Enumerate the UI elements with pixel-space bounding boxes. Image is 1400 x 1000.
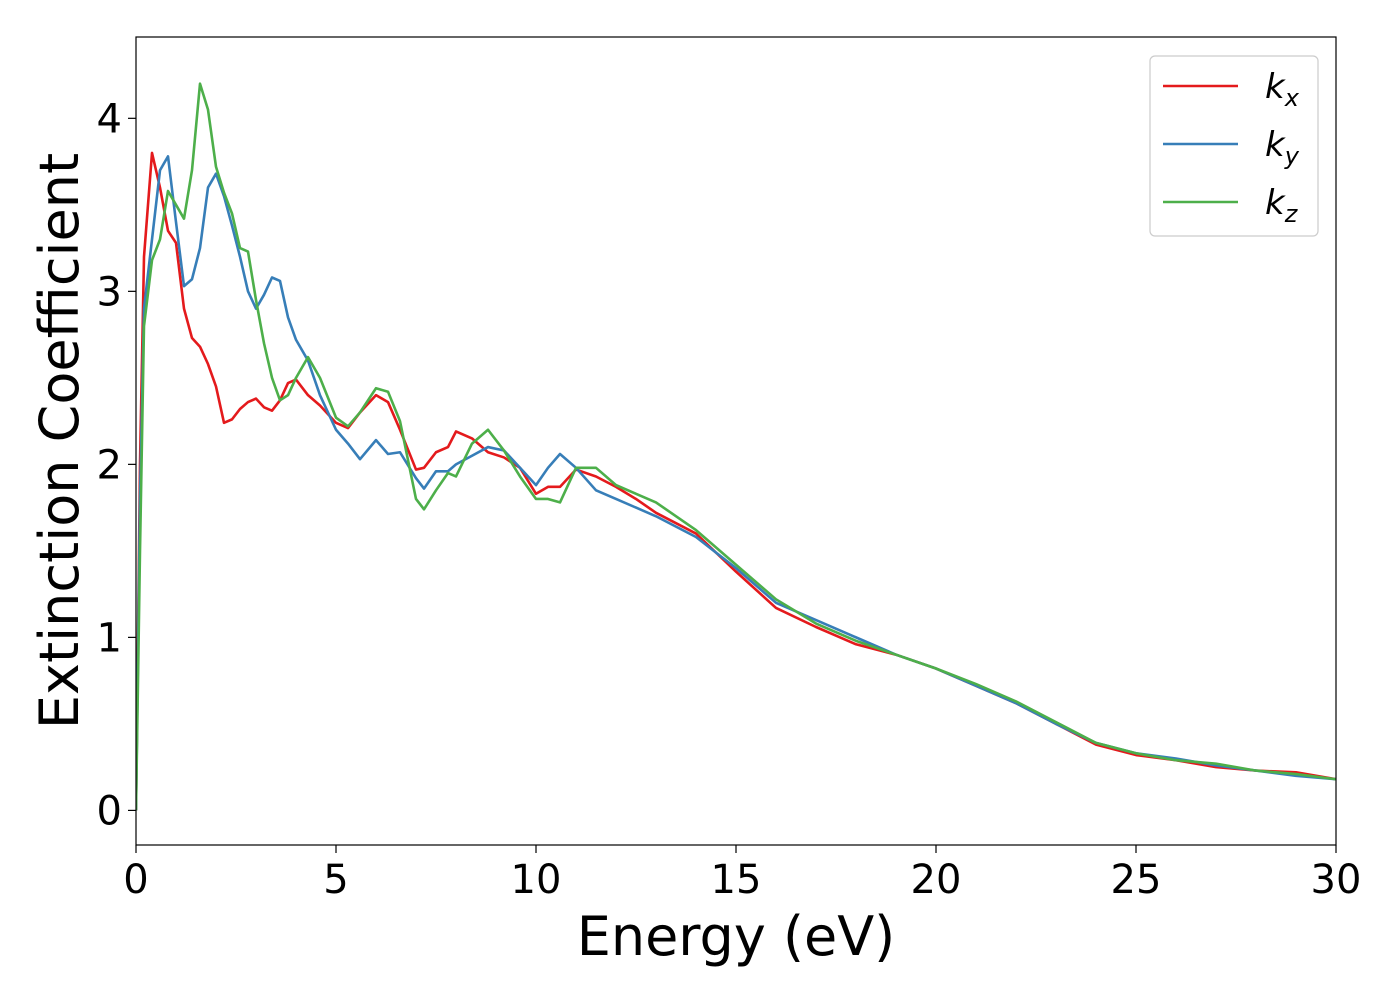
x-tick-label: 15 [711,857,762,903]
data-line [136,151,1336,811]
x-tick-label: 25 [1111,857,1162,903]
x-tick-label: 30 [1311,857,1362,903]
data-line [136,82,1336,811]
legend-label: ky [1265,125,1300,170]
y-tick-label: 4 [97,96,122,142]
x-axis-label: Energy (eV) [577,905,896,968]
y-tick-label: 0 [97,788,122,834]
y-tick-label: 1 [97,615,122,661]
x-tick-label: 0 [123,857,148,903]
legend-box [1149,55,1319,237]
legend-label: kz [1265,183,1299,228]
y-tick-label: 2 [97,442,122,488]
plot-frame [135,36,1337,846]
x-tick-label: 10 [511,857,562,903]
x-tick-label: 20 [911,857,962,903]
data-line [136,155,1336,811]
x-tick-label: 5 [323,857,348,903]
y-tick-label: 3 [97,269,122,315]
legend-label: kx [1265,67,1300,112]
y-axis-label: Extinction Coefficient [28,153,91,729]
